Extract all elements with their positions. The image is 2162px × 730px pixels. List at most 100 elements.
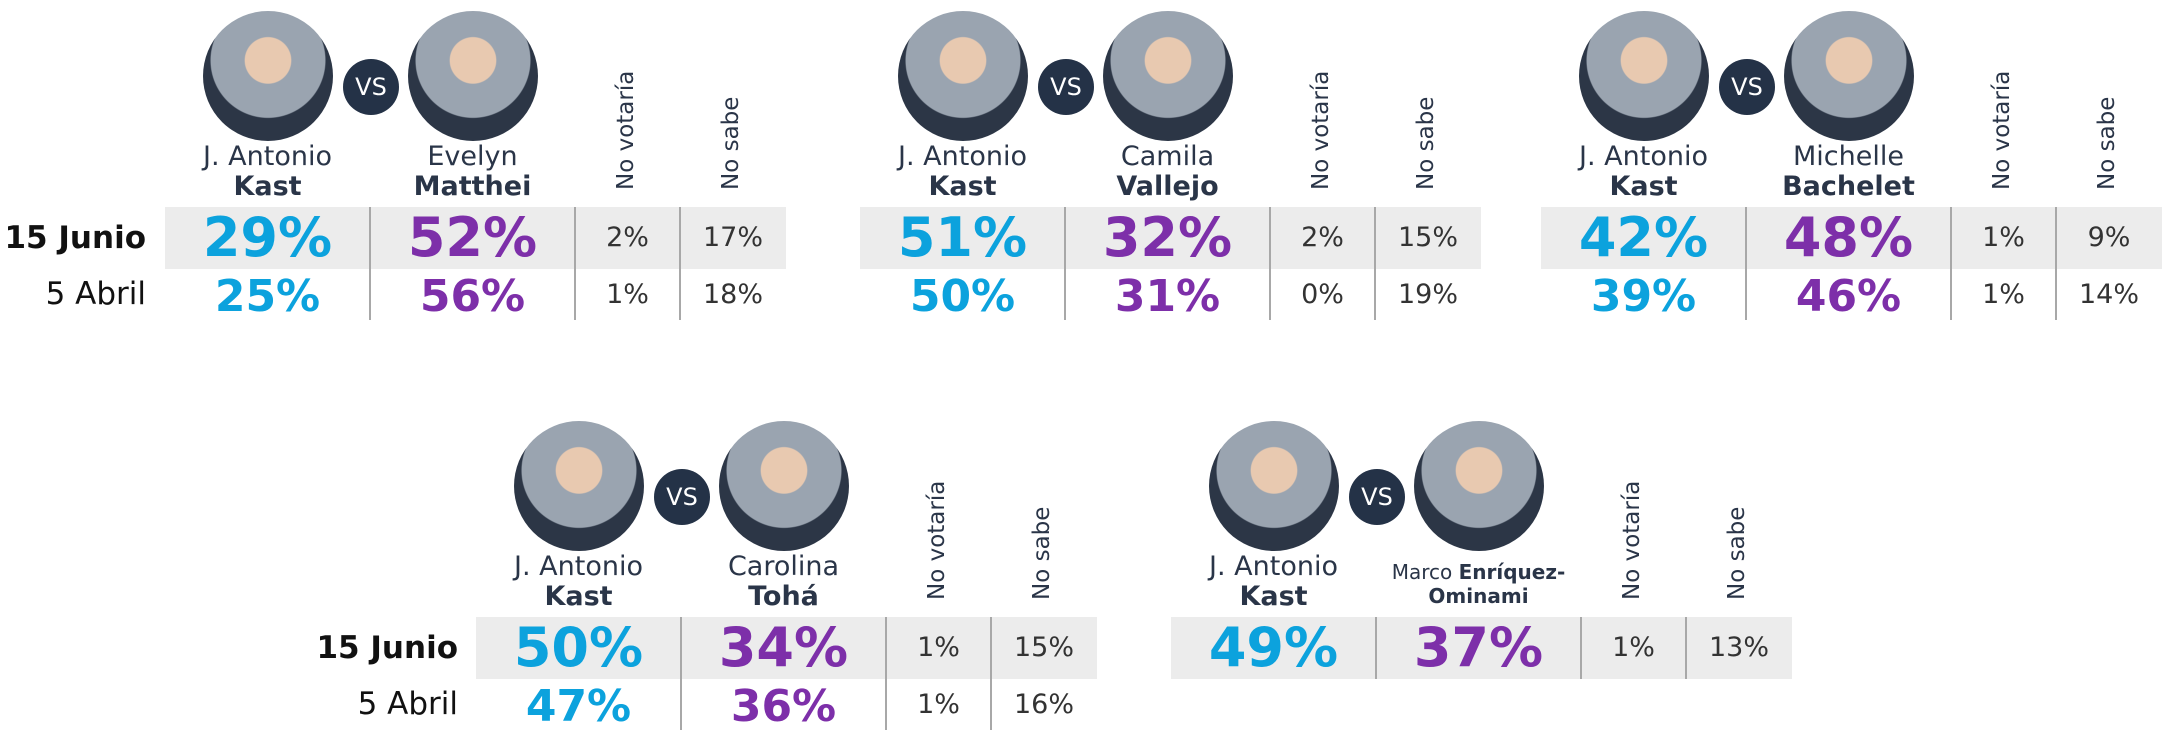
last-name: Matthei [413,171,532,202]
divider [2055,207,2057,320]
divider [990,617,992,730]
row-highlight [165,207,786,269]
photo [1208,421,1339,551]
divider [680,617,682,730]
cell: 14% [2078,279,2139,310]
vs-badge: VS [1038,59,1094,115]
column-header: No sabe [718,96,744,190]
divider [679,207,681,320]
row-label: 5 Abril [45,276,146,312]
cell: 31% [1114,271,1221,322]
divider [1375,617,1377,679]
column-header: No sabe [2094,96,2120,190]
row-highlight [860,207,1481,269]
photo [1783,11,1914,141]
divider [1580,617,1582,679]
last-name: Kast [928,171,997,202]
cell: 50% [909,271,1016,322]
cell: 34% [718,616,849,679]
last-name: Kast [1239,581,1308,612]
column-header: No sabe [1724,506,1750,600]
row-highlight [1171,617,1792,679]
divider [574,207,576,320]
last-name: Kast [233,171,302,202]
photo [897,11,1028,141]
row-label: 15 Junio [4,220,146,256]
last-name: Kast [1609,171,1678,202]
divider [885,617,887,730]
candidate-name: J. Antonio Kast [853,142,1073,202]
last-name: Vallejo [1116,171,1219,202]
column-header: No sabe [1413,96,1439,190]
cell: 32% [1102,206,1233,269]
first-name: Carolina [727,551,840,582]
column-header: No votaría [612,70,639,190]
divider [1950,207,1952,320]
column-header: No sabe [1029,506,1055,600]
cell: 50% [513,616,644,679]
vs-badge: VS [654,469,710,525]
candidate-name: Michelle Bachelet [1739,142,1959,202]
first-name: Camila [1120,141,1215,172]
column-header: No votaría [1988,70,2015,190]
photo [202,11,333,141]
row-label: 5 Abril [357,686,458,722]
cell: 2% [606,222,649,253]
row-label: 15 Junio [316,630,458,666]
cell: 49% [1208,616,1339,679]
divider [1745,207,1747,320]
cell: 1% [1982,279,2025,310]
divider [1374,207,1376,320]
first-name: J. Antonio [898,141,1027,172]
first-name: J. Antonio [514,551,643,582]
divider [1269,207,1271,320]
last-name: Tohá [748,581,819,612]
cell: 48% [1783,206,1914,269]
last-name: Bachelet [1782,171,1915,202]
cell: 1% [1612,632,1655,663]
cell: 19% [1397,279,1458,310]
candidate-name: J. Antonio Kast [158,142,378,202]
cell: 15% [1397,222,1458,253]
photo [407,11,538,141]
column-header: No votaría [1307,70,1334,190]
cell: 37% [1413,616,1544,679]
cell: 46% [1795,271,1902,322]
first-name: J. Antonio [1579,141,1708,172]
candidate-name: Carolina Tohá [674,552,894,612]
candidate-name: Camila Vallejo [1058,142,1278,202]
cell: 47% [525,681,632,730]
candidate-name: J. Antonio Kast [1164,552,1384,612]
photo [718,421,849,551]
vs-badge: VS [1349,469,1405,525]
cell: 39% [1590,271,1697,322]
first-name: J. Antonio [203,141,332,172]
first-name: J. Antonio [1209,551,1338,582]
cell: 9% [2087,222,2131,253]
cell: 1% [1982,222,2025,253]
cell: 16% [1013,689,1074,720]
candidate-name: Evelyn Matthei [363,142,583,202]
divider [369,207,371,320]
cell: 51% [897,206,1028,269]
photo [1102,11,1233,141]
photo [1413,421,1544,551]
divider [1685,617,1687,679]
vs-badge: VS [1719,59,1775,115]
first-name: Marco [1391,560,1453,584]
cell: 25% [214,271,321,322]
cell: 42% [1578,206,1709,269]
cell: 52% [407,206,538,269]
cell: 0% [1301,279,1344,310]
row-highlight [476,617,1097,679]
row-highlight [1541,207,2162,269]
first-name: Evelyn [427,141,518,172]
column-header: No votaría [1618,480,1645,600]
cell: 18% [702,279,763,310]
last-name: Enríquez-Ominami [1428,560,1566,608]
cell: 36% [730,681,837,730]
column-header: No votaría [923,480,950,600]
vs-badge: VS [343,59,399,115]
cell: 13% [1708,632,1769,663]
